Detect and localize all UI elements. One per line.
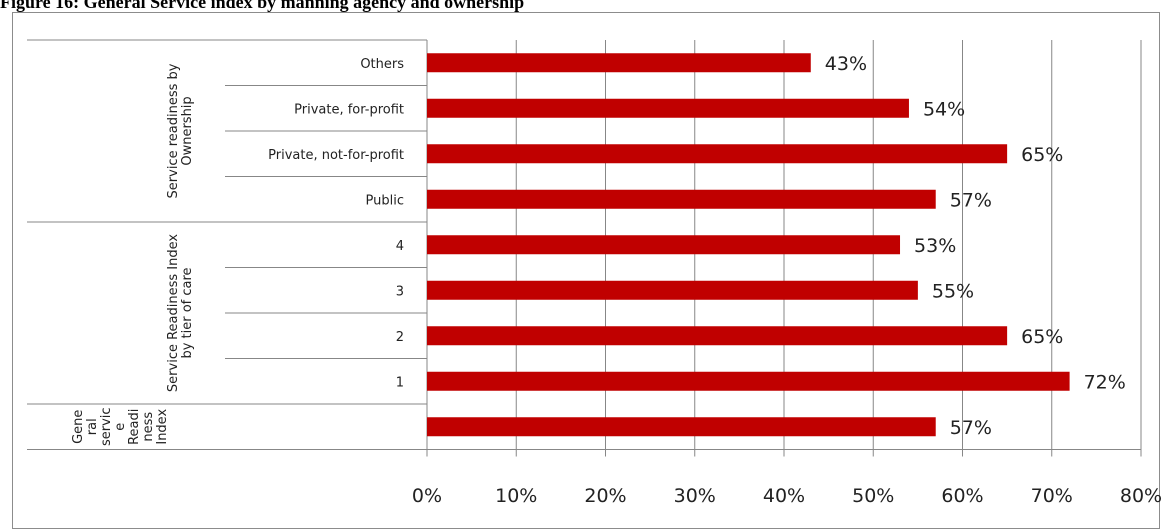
x-tick-label-4: 40% bbox=[763, 485, 805, 507]
category-label-g1-0: 4 bbox=[396, 239, 404, 254]
category-label-g0-1: Private, for-profit bbox=[294, 102, 404, 117]
x-tick-label-5: 50% bbox=[852, 485, 894, 507]
data-label-g1-0: 53% bbox=[914, 235, 956, 257]
group-label-line: by tier of care bbox=[180, 267, 195, 358]
category-label-g1-2: 2 bbox=[396, 330, 404, 345]
group-label-0: Service readiness byOwnership bbox=[166, 63, 195, 198]
bar-g0-2 bbox=[427, 144, 1008, 164]
x-tick-label-1: 10% bbox=[495, 485, 537, 507]
group-label-line: Ownership bbox=[180, 96, 195, 165]
group-label-line: servic bbox=[99, 407, 114, 446]
figure-title: Figure 16: General Service index by mann… bbox=[0, 0, 525, 12]
bar-g0-1 bbox=[427, 98, 909, 118]
category-label-g1-3: 1 bbox=[396, 375, 404, 390]
bar-g1-1 bbox=[427, 280, 918, 300]
data-label-g1-3: 72% bbox=[1084, 371, 1126, 393]
data-label-g0-2: 65% bbox=[1021, 144, 1063, 166]
category-label-g0-0: Others bbox=[360, 57, 404, 72]
chart-frame bbox=[12, 12, 1160, 529]
bar-g1-3 bbox=[427, 371, 1070, 391]
group-label-line: e bbox=[113, 423, 128, 431]
data-label-g0-0: 43% bbox=[825, 53, 867, 75]
x-tick-label-7: 70% bbox=[1031, 485, 1073, 507]
group-label-line: Service readiness by bbox=[166, 63, 181, 198]
data-label-g2-0: 57% bbox=[950, 417, 992, 439]
category-label-g0-3: Public bbox=[366, 193, 404, 208]
group-label-line: ral bbox=[85, 418, 100, 435]
group-label-line: Readi bbox=[127, 409, 142, 445]
group-label-line: Gene bbox=[71, 410, 86, 444]
x-tick-label-6: 60% bbox=[941, 485, 983, 507]
bar-g2-0 bbox=[427, 417, 936, 437]
bar-g1-2 bbox=[427, 326, 1008, 346]
x-tick-label-3: 30% bbox=[674, 485, 716, 507]
group-label-line: Index bbox=[155, 409, 170, 445]
bar-g1-0 bbox=[427, 235, 901, 255]
data-label-g0-1: 54% bbox=[923, 98, 965, 120]
data-label-g1-1: 55% bbox=[932, 280, 974, 302]
category-label-g0-2: Private, not-for-profit bbox=[268, 148, 404, 163]
group-label-line: ness bbox=[141, 412, 156, 442]
bar-g0-3 bbox=[427, 189, 936, 209]
group-label-1: Service Readiness Indexby tier of care bbox=[166, 234, 195, 392]
group-label-line: Service Readiness Index bbox=[166, 234, 181, 392]
x-tick-label-0: 0% bbox=[412, 485, 442, 507]
category-label-g1-1: 3 bbox=[396, 284, 404, 299]
group-label-2: GeneralserviceReadinessIndex bbox=[71, 407, 170, 446]
bar-g0-0 bbox=[427, 53, 811, 73]
x-tick-label-8: 80% bbox=[1120, 485, 1162, 507]
data-label-g0-3: 57% bbox=[950, 189, 992, 211]
x-tick-label-2: 20% bbox=[584, 485, 626, 507]
data-label-g1-2: 65% bbox=[1021, 326, 1063, 348]
